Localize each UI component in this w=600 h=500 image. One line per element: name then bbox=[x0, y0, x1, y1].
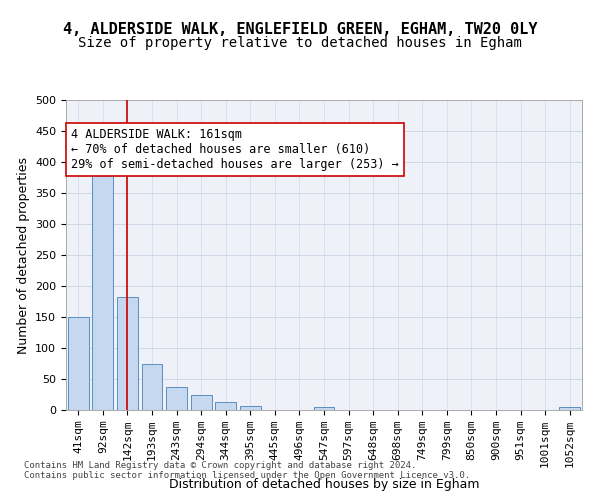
X-axis label: Distribution of detached houses by size in Egham: Distribution of detached houses by size … bbox=[169, 478, 479, 491]
Text: Size of property relative to detached houses in Egham: Size of property relative to detached ho… bbox=[78, 36, 522, 50]
Bar bbox=[240, 406, 261, 410]
Text: 4 ALDERSIDE WALK: 161sqm
← 70% of detached houses are smaller (610)
29% of semi-: 4 ALDERSIDE WALK: 161sqm ← 70% of detach… bbox=[71, 128, 399, 171]
Text: 4, ALDERSIDE WALK, ENGLEFIELD GREEN, EGHAM, TW20 0LY: 4, ALDERSIDE WALK, ENGLEFIELD GREEN, EGH… bbox=[63, 22, 537, 38]
Y-axis label: Number of detached properties: Number of detached properties bbox=[17, 156, 29, 354]
Bar bbox=[191, 395, 212, 410]
Text: Contains HM Land Registry data © Crown copyright and database right 2024.
Contai: Contains HM Land Registry data © Crown c… bbox=[24, 460, 470, 480]
Bar bbox=[166, 387, 187, 410]
Bar bbox=[559, 407, 580, 410]
Bar bbox=[68, 317, 89, 410]
Bar bbox=[142, 364, 163, 410]
Bar bbox=[314, 407, 334, 410]
Bar bbox=[92, 174, 113, 410]
Bar bbox=[215, 402, 236, 410]
Bar bbox=[117, 296, 138, 410]
